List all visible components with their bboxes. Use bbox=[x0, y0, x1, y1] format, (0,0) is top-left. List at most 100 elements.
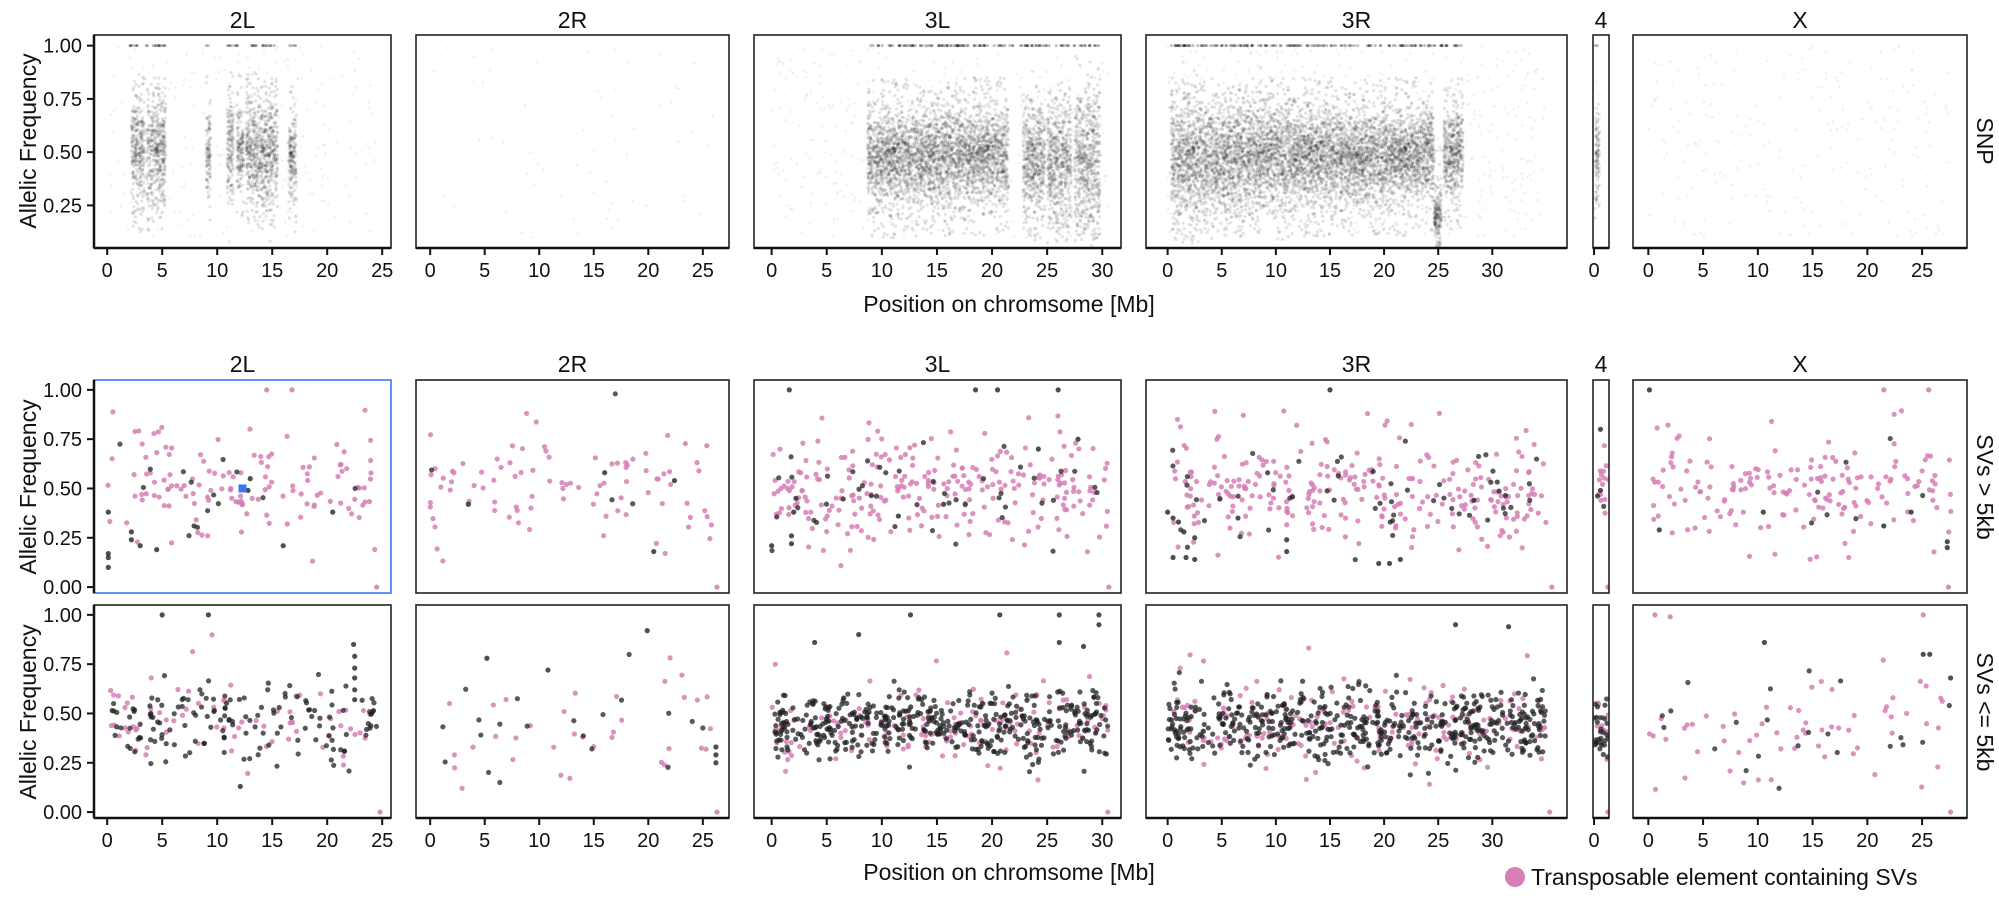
snp-point bbox=[898, 184, 902, 188]
snp-point bbox=[137, 141, 141, 145]
snp-point bbox=[217, 70, 221, 74]
snp-point bbox=[249, 138, 254, 142]
snp-point bbox=[151, 128, 155, 132]
snp-point bbox=[820, 125, 824, 128]
snp-point bbox=[135, 122, 140, 127]
snp-point bbox=[871, 173, 875, 177]
snp-point bbox=[322, 143, 326, 146]
snp-point bbox=[268, 142, 272, 146]
snp-point bbox=[148, 173, 152, 177]
snp-point bbox=[244, 148, 248, 152]
snp-point bbox=[236, 145, 240, 149]
snp-point bbox=[253, 163, 257, 167]
snp-point bbox=[162, 98, 166, 103]
snp-point bbox=[289, 153, 294, 158]
snp-point bbox=[489, 47, 493, 51]
snp-point bbox=[249, 184, 253, 188]
snp-point bbox=[905, 182, 909, 186]
snp-point bbox=[870, 155, 874, 159]
snp-point bbox=[877, 210, 881, 215]
snp-point bbox=[230, 109, 234, 113]
snp-point bbox=[206, 180, 211, 184]
snp-point bbox=[241, 128, 245, 132]
snp-point bbox=[130, 116, 135, 120]
snp-point bbox=[235, 125, 239, 130]
snp-point bbox=[158, 165, 162, 169]
snp-point bbox=[867, 116, 871, 120]
snp-point bbox=[133, 163, 137, 167]
snp-point bbox=[166, 188, 170, 191]
snp-point bbox=[157, 184, 162, 188]
snp-point bbox=[228, 176, 232, 180]
snp-point bbox=[873, 101, 877, 106]
snp-point bbox=[273, 187, 278, 191]
snp-fixed-point bbox=[153, 44, 157, 48]
snp-point bbox=[130, 162, 134, 166]
snp-point bbox=[247, 175, 252, 179]
snp-point bbox=[259, 174, 263, 179]
snp-point bbox=[252, 177, 256, 181]
snp-point bbox=[131, 157, 135, 161]
snp-point bbox=[162, 177, 166, 182]
snp-point bbox=[777, 60, 780, 64]
snp-point bbox=[248, 144, 252, 148]
snp-point bbox=[240, 163, 244, 167]
snp-point bbox=[292, 146, 297, 150]
snp-point bbox=[273, 84, 278, 88]
snp-point bbox=[240, 214, 244, 218]
snp-point bbox=[266, 139, 271, 143]
snp-point bbox=[898, 161, 902, 166]
snp-point bbox=[141, 149, 145, 153]
snp-point bbox=[906, 182, 910, 186]
snp-point bbox=[296, 77, 300, 81]
snp-point bbox=[909, 177, 913, 182]
snp-point bbox=[226, 125, 230, 129]
snp-point bbox=[153, 146, 157, 150]
snp-point bbox=[261, 180, 266, 184]
snp-point bbox=[235, 159, 239, 163]
snp-point bbox=[158, 103, 162, 107]
snp-point bbox=[162, 151, 166, 155]
snp-point bbox=[903, 136, 908, 141]
snp-point bbox=[899, 217, 904, 221]
snp-point bbox=[228, 156, 233, 160]
snp-point bbox=[256, 223, 260, 227]
x-tick-label: 25 bbox=[371, 260, 393, 282]
snp-point bbox=[893, 132, 897, 137]
snp-point bbox=[250, 121, 255, 126]
snp-point bbox=[149, 182, 153, 187]
snp-point bbox=[133, 130, 137, 134]
snp-point bbox=[1017, 161, 1020, 165]
snp-point bbox=[287, 147, 291, 151]
snp-point bbox=[956, 101, 960, 105]
snp-point bbox=[877, 141, 881, 145]
snp-point bbox=[870, 155, 874, 159]
snp-point bbox=[141, 195, 145, 199]
snp-point bbox=[906, 83, 910, 88]
snp-point bbox=[599, 95, 602, 99]
snp-point bbox=[883, 204, 887, 208]
snp-point bbox=[293, 133, 297, 137]
snp-point bbox=[117, 158, 121, 162]
snp-point bbox=[950, 163, 954, 167]
snp-point bbox=[274, 173, 278, 178]
snp-point bbox=[267, 134, 271, 138]
snp-point bbox=[871, 78, 876, 83]
snp-point bbox=[878, 198, 882, 203]
snp-point bbox=[288, 151, 291, 154]
snp-point bbox=[1062, 164, 1065, 168]
snp-point bbox=[264, 92, 268, 96]
snp-point bbox=[319, 44, 323, 48]
snp-point bbox=[910, 222, 914, 225]
snp-point bbox=[147, 204, 151, 208]
snp-point bbox=[269, 175, 274, 179]
snp-point bbox=[275, 47, 279, 51]
snp-point bbox=[254, 173, 258, 177]
snp-point bbox=[867, 122, 871, 126]
snp-point bbox=[911, 228, 915, 232]
snp-point bbox=[227, 130, 231, 134]
snp-point bbox=[951, 181, 956, 185]
snp-point bbox=[270, 82, 274, 86]
snp-point bbox=[290, 84, 294, 89]
snp-point bbox=[290, 121, 294, 125]
